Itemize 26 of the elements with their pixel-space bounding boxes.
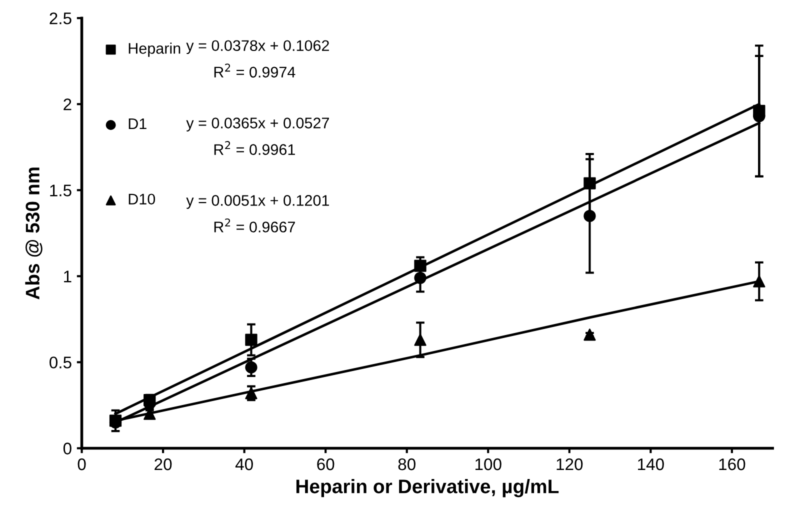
y-tick-label: 1: [64, 270, 72, 282]
y-tick-label: 0.5: [50, 356, 72, 368]
legend-label: D10: [128, 194, 156, 205]
x-tick-label: 0: [78, 458, 86, 470]
y-tick-label: 1.5: [50, 184, 72, 196]
annotation: R$^{2}$ = 0.9974: [214, 64, 296, 78]
annotation: R$^{2}$ = 0.9961: [214, 141, 295, 155]
y-tick-label: 2.5: [50, 12, 72, 24]
x-tick-label: 20: [154, 458, 172, 470]
x-axis-title: Heparin or Derivative, µg/mL: [296, 479, 559, 498]
y-tick-label: 2: [64, 98, 72, 110]
annotation: R$^{2}$ = 0.9667: [214, 218, 295, 232]
x-tick-label: 120: [556, 458, 583, 470]
x-tick-label: 40: [235, 458, 253, 470]
annotation: y = 0.0365x + 0.0527: [186, 118, 329, 132]
y-tick-label: 0: [63, 442, 72, 454]
y-axis-title: Abs @ 530 nm: [25, 168, 42, 300]
x-tick-label: 100: [475, 458, 502, 470]
annotation: y = 0.0378x + 0.1062: [186, 40, 329, 54]
x-tick-label: 140: [638, 458, 664, 470]
legend-label: Heparin: [128, 42, 180, 57]
x-tick-label: 60: [317, 458, 334, 470]
x-tick-label: 160: [719, 458, 746, 470]
x-tick-label: 80: [398, 458, 416, 470]
annotation: y = 0.0051x + 0.1201: [186, 195, 329, 209]
legend-label: D1: [128, 118, 146, 130]
